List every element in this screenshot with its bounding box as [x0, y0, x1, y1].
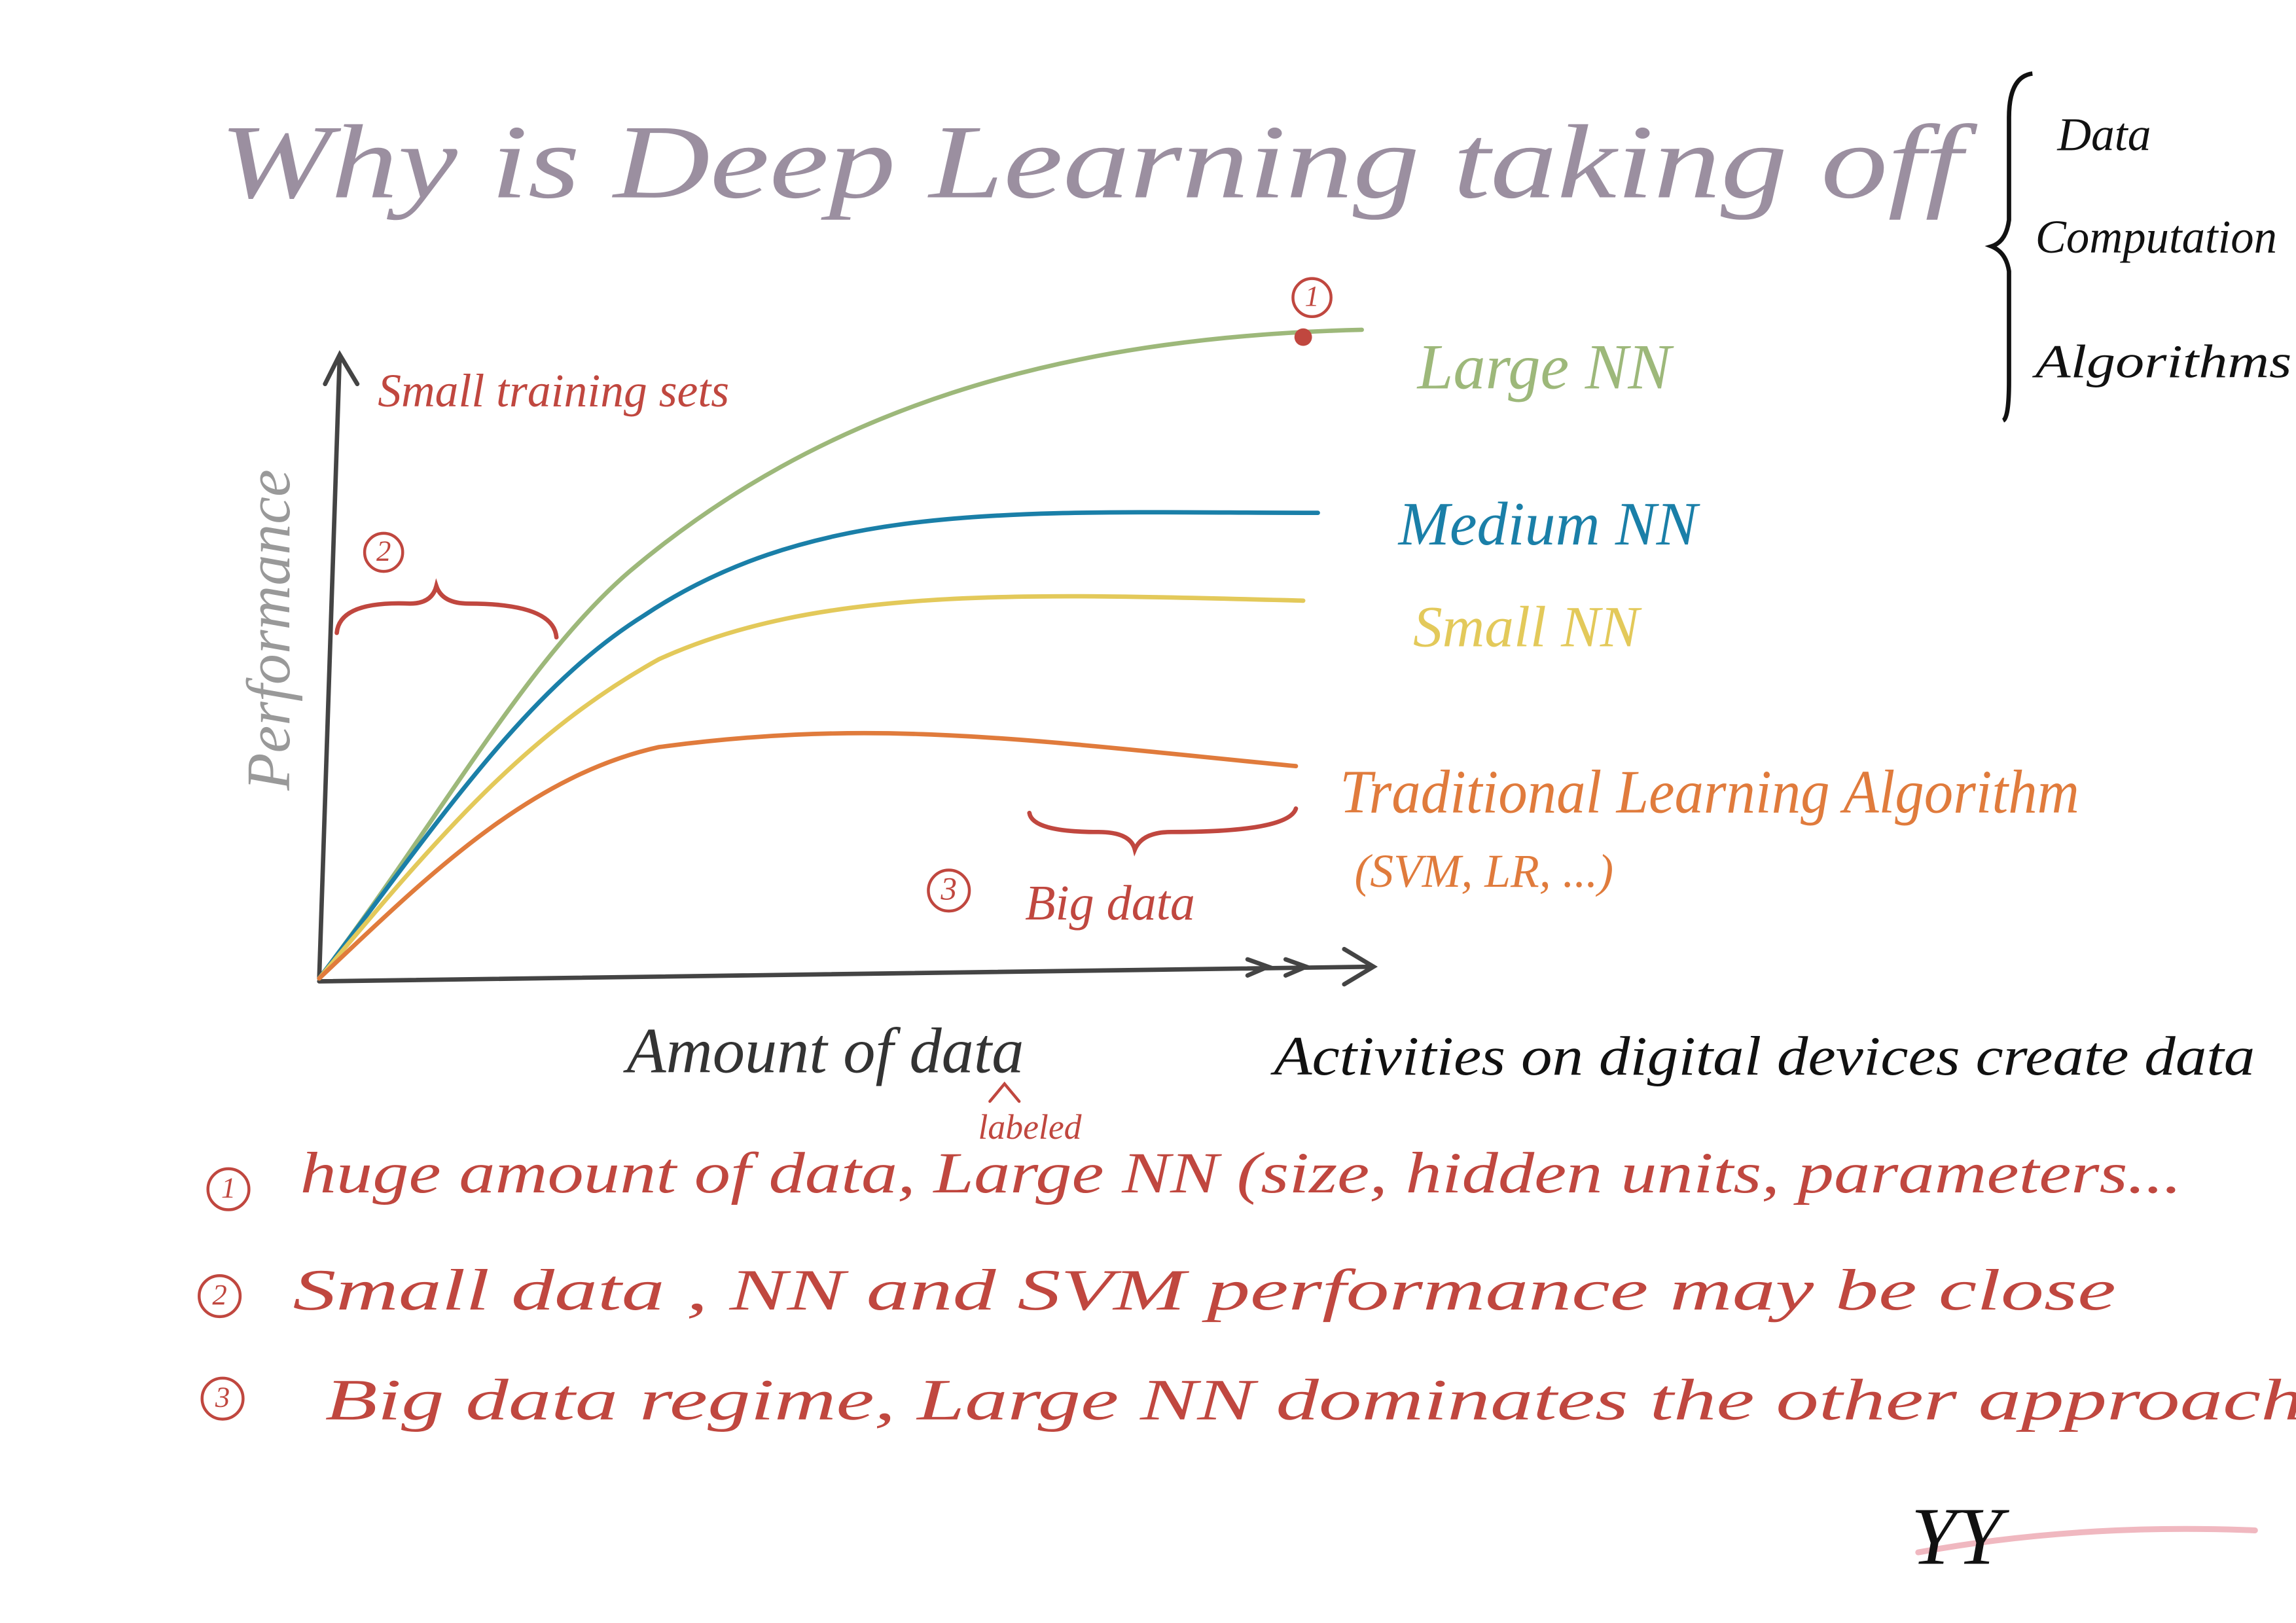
marker-number: 1	[1304, 279, 1319, 312]
marker-dot	[1294, 328, 1312, 346]
note: huge amount of data, Large NN (size, hid…	[300, 1141, 2182, 1205]
marker-circle	[1291, 277, 1333, 319]
y-label: Performance	[235, 469, 303, 791]
caret	[988, 1081, 1021, 1103]
curve-small	[317, 594, 1306, 981]
driver: Algorithms	[2032, 336, 2291, 387]
x-axis	[317, 946, 1378, 987]
curve-medium	[317, 510, 1320, 981]
brace	[334, 578, 559, 640]
y-axis	[317, 350, 360, 981]
curve-label: Medium NN	[1397, 490, 1701, 558]
note-circle	[200, 1376, 245, 1421]
driver: Data	[2056, 109, 2151, 161]
curve-large	[317, 327, 1364, 981]
signature-stroke	[1915, 1525, 2258, 1556]
signature: YY	[1911, 1491, 2010, 1582]
marker-number: 3	[940, 870, 957, 906]
curve-label: Traditional Learning Algorithm	[1340, 758, 2079, 826]
note-number: 2	[212, 1278, 226, 1311]
note-circle	[206, 1167, 251, 1211]
x-label-note: labeled	[978, 1107, 1081, 1147]
marker-label: Big data	[1025, 876, 1195, 931]
curve-traditional	[317, 730, 1299, 981]
side-note: Activities on digital devices create dat…	[1270, 1026, 2255, 1087]
driver: Computation	[2036, 211, 2277, 263]
title: Why is Deep Learning taking off	[220, 103, 1979, 221]
curve-label: Small NN	[1413, 595, 1642, 660]
marker-number: 2	[376, 535, 391, 567]
note-number: 1	[221, 1171, 236, 1204]
brace	[1027, 806, 1299, 857]
brace	[1984, 71, 2033, 423]
note: Small data , NN and SVM performance may …	[293, 1258, 2115, 1323]
marker-circle	[927, 868, 971, 913]
note-circle	[198, 1274, 242, 1319]
curve-label: Large NN	[1416, 332, 1675, 403]
note-number: 3	[215, 1381, 230, 1414]
marker-circle	[363, 531, 404, 573]
note: Big data regime, Large NN dominates the …	[325, 1368, 2296, 1433]
x-label: Amount of data	[623, 1015, 1024, 1086]
curve-note: (SVM, LR, ...)	[1354, 846, 1613, 897]
marker-label: Small training sets	[378, 365, 729, 417]
